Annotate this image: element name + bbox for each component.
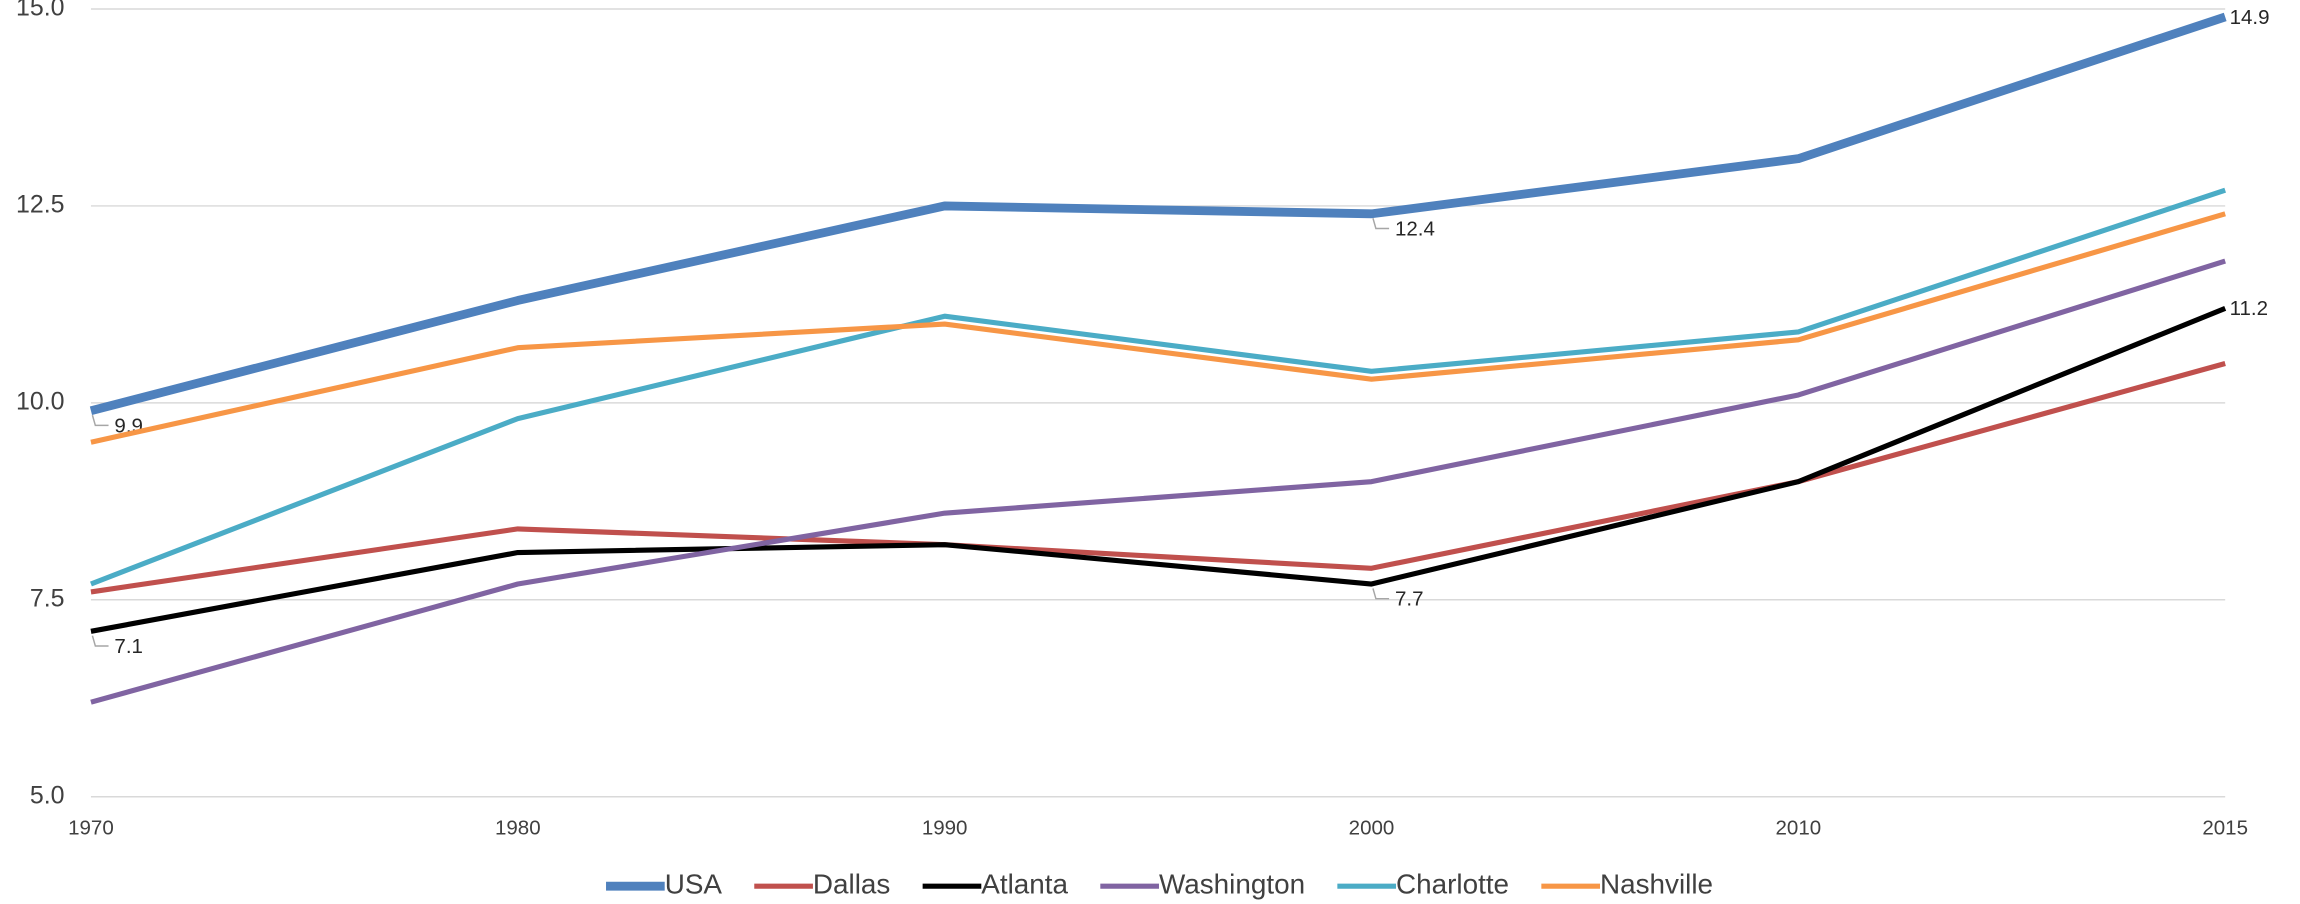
x-tick-label: 2000 <box>1349 816 1395 839</box>
x-tick-label: 2010 <box>1776 816 1822 839</box>
y-tick-label: 5.0 <box>30 781 65 809</box>
y-tick-label: 12.5 <box>16 191 65 219</box>
y-tick-label: 15.0 <box>16 0 65 22</box>
line-series <box>90 361 2226 595</box>
y-tick-label: 7.5 <box>30 584 65 612</box>
leader-line <box>91 414 109 427</box>
line-series <box>90 305 2227 634</box>
line-series <box>90 258 2226 705</box>
legend-label: Atlanta <box>981 869 1068 900</box>
leader-line <box>1372 218 1390 230</box>
x-tick-label: 2015 <box>2202 816 2248 839</box>
leader-line <box>1372 588 1390 600</box>
legend-label: Dallas <box>813 869 890 900</box>
line-series <box>89 12 2227 415</box>
data-label: 7.7 <box>1395 588 1424 611</box>
legend-label: Nashville <box>1600 869 1713 900</box>
x-tick-label: 1990 <box>922 816 968 839</box>
data-label: 7.1 <box>114 635 143 658</box>
line-series <box>90 187 2227 587</box>
leader-line <box>91 635 109 647</box>
legend-label: USA <box>665 869 723 900</box>
data-label: 11.2 <box>2230 297 2268 320</box>
data-label: 14.9 <box>2230 6 2270 29</box>
y-tick-label: 10.0 <box>16 387 65 415</box>
legend: USA Dallas Atlanta Washington Charlotte Nashv… <box>606 869 1713 900</box>
x-tick-label: 1980 <box>495 816 541 839</box>
x-tick-label: 1970 <box>68 816 114 839</box>
legend-label: Charlotte <box>1396 869 1509 900</box>
line-series <box>90 211 2226 445</box>
legend-label: Washington <box>1159 869 1305 900</box>
data-label: 12.4 <box>1395 217 1435 240</box>
